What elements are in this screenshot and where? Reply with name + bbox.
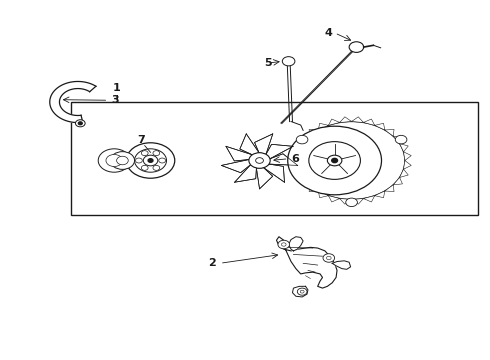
- Circle shape: [297, 288, 307, 295]
- Circle shape: [278, 240, 290, 249]
- Polygon shape: [385, 185, 394, 192]
- Polygon shape: [393, 136, 402, 144]
- Polygon shape: [404, 152, 411, 161]
- Circle shape: [327, 155, 342, 166]
- Circle shape: [346, 198, 357, 207]
- Circle shape: [126, 143, 175, 178]
- Polygon shape: [393, 177, 402, 185]
- Circle shape: [281, 243, 286, 246]
- Polygon shape: [318, 123, 328, 130]
- Circle shape: [249, 153, 270, 168]
- Text: 1: 1: [113, 83, 121, 93]
- Polygon shape: [340, 198, 352, 204]
- Polygon shape: [385, 130, 394, 136]
- Circle shape: [332, 158, 338, 163]
- Polygon shape: [301, 177, 310, 185]
- Polygon shape: [309, 130, 318, 136]
- Circle shape: [136, 158, 142, 163]
- Circle shape: [153, 165, 160, 170]
- Circle shape: [141, 150, 148, 156]
- Text: 4: 4: [324, 28, 332, 38]
- Polygon shape: [364, 195, 375, 202]
- Polygon shape: [240, 134, 259, 155]
- Polygon shape: [276, 237, 337, 288]
- Circle shape: [98, 149, 130, 172]
- Polygon shape: [295, 144, 304, 152]
- Polygon shape: [318, 191, 328, 198]
- Polygon shape: [375, 191, 385, 198]
- Circle shape: [135, 149, 167, 172]
- Polygon shape: [404, 161, 411, 169]
- Circle shape: [256, 158, 264, 163]
- Circle shape: [78, 122, 82, 125]
- Polygon shape: [289, 237, 303, 251]
- Polygon shape: [340, 117, 352, 122]
- Circle shape: [148, 159, 153, 162]
- Circle shape: [159, 158, 166, 163]
- Polygon shape: [292, 161, 299, 169]
- Circle shape: [349, 42, 364, 53]
- Circle shape: [117, 156, 128, 165]
- Circle shape: [282, 57, 295, 66]
- Polygon shape: [375, 123, 385, 130]
- Polygon shape: [328, 119, 340, 125]
- Polygon shape: [269, 154, 298, 166]
- Polygon shape: [352, 117, 364, 122]
- Circle shape: [300, 290, 304, 293]
- Text: 3: 3: [112, 95, 120, 105]
- Polygon shape: [301, 136, 310, 144]
- Circle shape: [309, 141, 361, 179]
- Polygon shape: [352, 198, 364, 204]
- Circle shape: [298, 122, 405, 199]
- Circle shape: [106, 154, 122, 167]
- Circle shape: [296, 135, 308, 144]
- Circle shape: [323, 254, 335, 262]
- Circle shape: [153, 150, 160, 156]
- Text: 2: 2: [208, 258, 216, 268]
- Polygon shape: [295, 169, 304, 177]
- Text: 6: 6: [291, 154, 299, 164]
- Polygon shape: [292, 152, 299, 161]
- Polygon shape: [309, 185, 318, 192]
- Polygon shape: [328, 195, 340, 202]
- Polygon shape: [293, 286, 308, 297]
- Polygon shape: [254, 134, 273, 154]
- Circle shape: [110, 152, 135, 169]
- Circle shape: [326, 256, 331, 260]
- Polygon shape: [226, 146, 252, 161]
- Polygon shape: [221, 159, 250, 173]
- Polygon shape: [266, 144, 293, 159]
- Bar: [71, 102, 478, 215]
- Polygon shape: [332, 261, 351, 269]
- Circle shape: [143, 155, 158, 166]
- Polygon shape: [399, 169, 408, 177]
- Text: 7: 7: [137, 135, 145, 145]
- Circle shape: [75, 120, 85, 127]
- Circle shape: [288, 126, 382, 195]
- Circle shape: [395, 135, 407, 144]
- Polygon shape: [256, 168, 272, 189]
- Polygon shape: [399, 144, 408, 152]
- Text: 5: 5: [264, 58, 271, 68]
- Polygon shape: [235, 165, 256, 182]
- Polygon shape: [364, 119, 375, 125]
- Polygon shape: [50, 81, 96, 122]
- Polygon shape: [264, 164, 284, 182]
- Circle shape: [141, 165, 148, 170]
